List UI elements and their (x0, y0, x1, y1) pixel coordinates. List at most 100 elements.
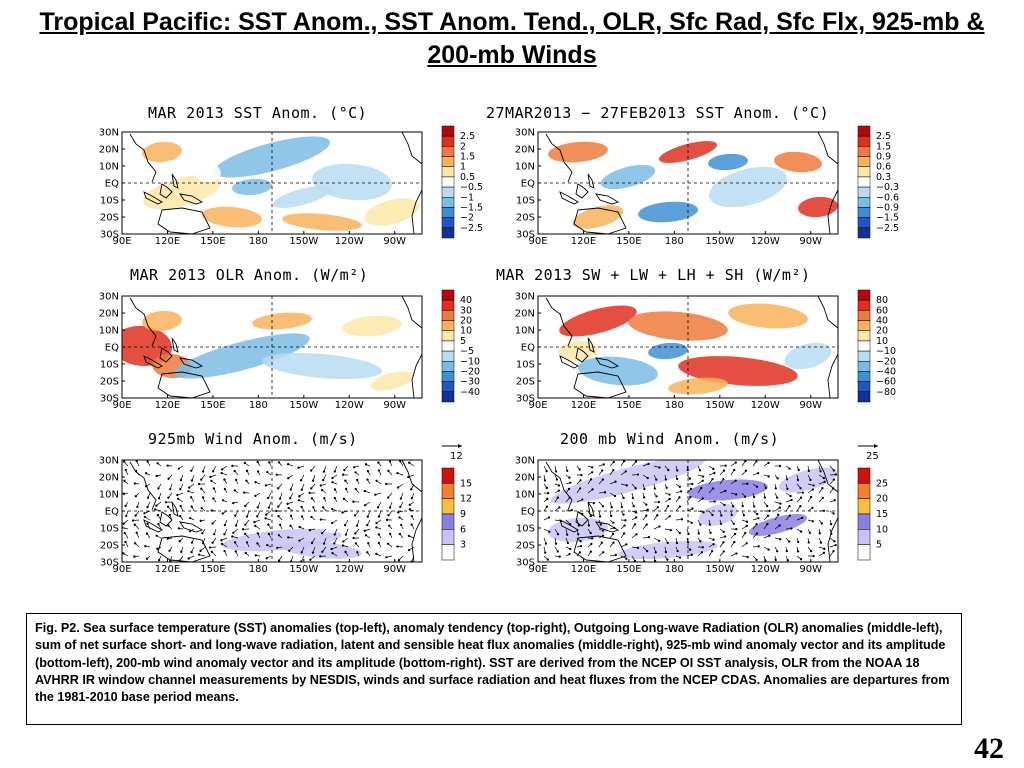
lat-tick-label: 20S (516, 213, 535, 224)
legend-tick-label: 15 (876, 509, 888, 520)
lon-tick-label: 120W (335, 564, 364, 575)
lat-tick-label: 10N (99, 490, 119, 501)
lon-tick-label: 120E (571, 564, 596, 575)
legend-tick-label: −40 (460, 387, 480, 398)
page-number: 42 (974, 732, 1004, 765)
lat-tick-label: 10N (99, 162, 119, 173)
lon-tick-label: 150W (705, 236, 734, 247)
anomaly-field (122, 296, 422, 398)
legend-tick-label: −0.9 (876, 202, 899, 213)
lon-tick-label: 90W (383, 564, 406, 575)
lon-tick-label: 90E (112, 236, 131, 247)
lon-tick-label: 90W (799, 236, 822, 247)
legend-tick-label: 10 (876, 524, 888, 535)
legend-tick-label: −20 (460, 366, 480, 377)
legend-tick-label: 40 (876, 316, 888, 327)
lat-tick-label: 20N (99, 145, 119, 156)
lat-tick-label: 10S (100, 360, 119, 371)
legend-tick-label: −10 (876, 346, 896, 357)
lon-tick-label: 120W (751, 400, 780, 411)
legend-tick-label: −60 (876, 377, 896, 388)
lat-tick-label: 30N (99, 128, 119, 139)
legend-tick-label: −1 (460, 192, 474, 203)
lon-tick-label: 150E (200, 236, 225, 247)
lat-tick-label: 20S (516, 377, 535, 388)
lon-tick-label: 90W (383, 236, 406, 247)
lat-tick-label: 10N (515, 162, 535, 173)
lat-tick-label: 20S (516, 541, 535, 552)
legend-tick-label: 40 (460, 295, 472, 306)
legend-tick-label: 1.5 (876, 141, 891, 152)
lat-tick-label: 30S (100, 230, 119, 241)
lat-tick-label: 30N (99, 292, 119, 303)
figure-caption: Fig. P2. Sea surface temperature (SST) a… (26, 613, 962, 725)
lon-tick-label: 90E (112, 564, 131, 575)
lat-tick-label: 30N (515, 128, 535, 139)
lon-tick-label: 150W (289, 564, 318, 575)
lat-tick-label: EQ (105, 507, 119, 518)
lon-tick-label: 150E (200, 400, 225, 411)
lon-tick-label: 180 (249, 400, 268, 411)
lon-tick-label: 150W (289, 236, 318, 247)
legend-tick-label: −40 (876, 366, 896, 377)
legend-tick-label: 0.6 (876, 162, 891, 173)
lat-tick-label: EQ (521, 179, 535, 190)
legend-tick-label: −80 (876, 387, 896, 398)
sst-tendency-panel: 27MAR2013 − 27FEB2013 SST Anom. (°C) 30N… (486, 98, 922, 258)
lon-tick-label: 90W (383, 400, 406, 411)
legend-tick-label: −20 (876, 356, 896, 367)
reference-arrow: 25 (858, 444, 879, 462)
color-legend: 25 20 15 10 5 25 (857, 444, 888, 561)
legend-tick-label: 1 (460, 162, 466, 173)
lon-tick-label: 90E (528, 564, 547, 575)
lon-tick-label: 90E (528, 236, 547, 247)
lat-tick-label: 20N (515, 473, 535, 484)
lat-tick-label: 10N (515, 326, 535, 337)
lon-tick-label: 180 (665, 400, 684, 411)
lat-tick-label: 20S (100, 541, 119, 552)
anomaly-field (122, 460, 422, 562)
legend-tick-label: −30 (460, 377, 480, 388)
legend-tick-label: −1.5 (460, 202, 483, 213)
legend-tick-label: 6 (460, 524, 466, 535)
legend-tick-label: 0.3 (876, 172, 891, 183)
lon-tick-label: 90E (112, 400, 131, 411)
legend-tick-label: 2.5 (460, 131, 475, 142)
lon-tick-label: 150E (616, 400, 641, 411)
lat-tick-label: EQ (521, 343, 535, 354)
anomaly-field (545, 296, 838, 398)
lat-tick-label: 10S (516, 196, 535, 207)
lat-tick-label: 30N (99, 456, 119, 467)
legend-tick-label: 15 (460, 478, 472, 489)
lon-tick-label: 180 (665, 236, 684, 247)
legend-tick-label: 3 (460, 540, 466, 551)
legend-tick-label: 12 (460, 494, 472, 505)
lat-tick-label: 30S (100, 558, 119, 569)
lat-tick-label: 10S (100, 196, 119, 207)
lat-tick-label: 20N (515, 145, 535, 156)
legend-tick-label: −0.5 (460, 182, 483, 193)
lat-tick-label: 30N (515, 456, 535, 467)
lon-tick-label: 120W (751, 564, 780, 575)
lat-tick-label: 30N (515, 292, 535, 303)
wind-200mb-panel: 200 mb Wind Anom. (m/s) 30N 20N 10N EQ 10S 20… (502, 426, 922, 586)
lon-tick-label: 150W (289, 400, 318, 411)
lon-tick-label: 180 (249, 236, 268, 247)
lat-tick-label: 30S (516, 230, 535, 241)
lat-tick-label: 20N (99, 473, 119, 484)
reference-arrow-label: 25 (866, 451, 879, 462)
lat-tick-label: 30S (100, 394, 119, 405)
lon-tick-label: 180 (665, 564, 684, 575)
lon-tick-label: 90W (799, 564, 822, 575)
legend-tick-label: 10 (876, 336, 888, 347)
wind-925mb-panel: 925mb Wind Anom. (m/s) 30N 20N 10N EQ 10S 20S… (86, 426, 486, 586)
lon-tick-label: 150E (616, 236, 641, 247)
lat-tick-label: 20S (100, 377, 119, 388)
lat-tick-label: 10N (515, 490, 535, 501)
lon-tick-label: 150E (616, 564, 641, 575)
